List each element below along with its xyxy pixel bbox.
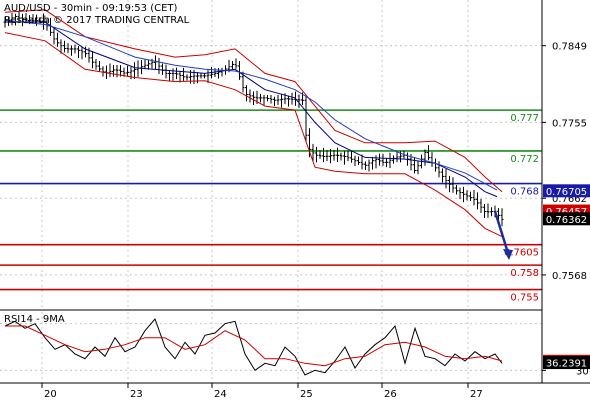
level-label: 0.758	[510, 268, 539, 279]
chart-header-copyright: Research © 2017 TRADING CENTRAL	[4, 15, 190, 26]
time-axis: 20 23 24 25 26 27	[41, 383, 483, 400]
chart-header-title: AUD/USD - 30min - 09:19:53 (CET)	[4, 3, 178, 14]
level-label: 0.772	[510, 154, 539, 165]
price-tag-box	[543, 212, 590, 226]
rsi-tag-label: 36.2391	[546, 359, 587, 370]
rsi-title: RSI14 - 9MA	[4, 314, 65, 325]
projection-arrow	[493, 210, 513, 260]
level-label: 0.755	[510, 293, 539, 304]
price-axis-label: 0.7849	[552, 42, 587, 53]
price-axis-label: 0.7662	[552, 194, 587, 205]
bollinger-upper-line	[4, 9, 503, 193]
rsi-tag-box	[543, 356, 590, 370]
rsi-ma-line	[5, 325, 503, 367]
time-axis-label: 20	[44, 389, 57, 400]
projection-arrow-head	[503, 248, 513, 260]
level-label: 0.7605	[504, 248, 539, 259]
time-axis-label: 27	[470, 389, 483, 400]
rsi-axis: 30	[542, 366, 589, 377]
moving-average-fast-line	[5, 21, 498, 198]
price-grid	[0, 0, 542, 310]
price-tag-box	[543, 184, 590, 198]
rsi-grid	[0, 312, 542, 383]
rsi-tags: 37.289536.2391	[543, 354, 590, 370]
level-label: 0.768	[510, 187, 539, 198]
price-tag-label: 0.76362	[546, 215, 587, 226]
price-axis-label: 0.7568	[552, 271, 587, 282]
moving-average-slow-line	[4, 19, 498, 191]
level-label: 0.777	[510, 113, 539, 124]
price-axis-label: 0.7755	[552, 118, 587, 129]
indicator-lines	[4, 9, 503, 238]
rsi-line	[4, 318, 503, 376]
time-axis-label: 25	[300, 389, 313, 400]
rsi-lines	[4, 318, 503, 376]
rsi-panel: 30 37.289536.2391 RSI14 - 9MA	[0, 312, 590, 383]
time-axis-label: 24	[214, 389, 227, 400]
projection-arrow-shaft	[493, 210, 510, 254]
price-axis: 0.7568 0.7662 0.7755 0.7849	[542, 42, 587, 282]
key-levels: 0.777 0.772 0.768 0.7605 0.758 0.755	[0, 109, 542, 304]
time-axis-label: 26	[384, 389, 397, 400]
bollinger-lower-line	[4, 32, 503, 238]
time-axis-label: 23	[130, 389, 143, 400]
rsi-axis-label: 30	[576, 366, 589, 377]
price-tag-label: 0.76705	[546, 187, 587, 198]
